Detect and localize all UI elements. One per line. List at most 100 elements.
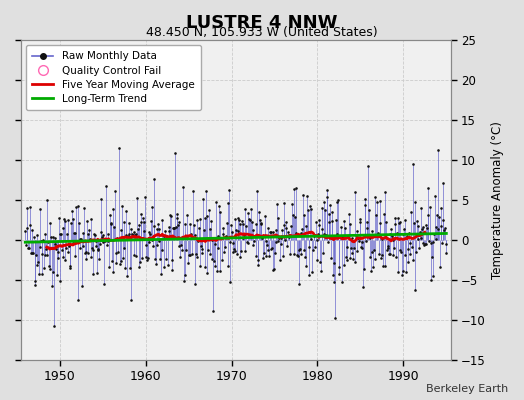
Point — [122, 208, 130, 214]
Point — [361, 202, 369, 208]
Point — [256, 220, 265, 227]
Point — [337, 234, 346, 240]
Point — [294, 247, 303, 254]
Point — [134, 226, 142, 233]
Point — [231, 248, 239, 254]
Point — [115, 236, 124, 242]
Point — [45, 262, 53, 269]
Point — [111, 188, 119, 195]
Point — [429, 273, 437, 279]
Point — [211, 241, 219, 247]
Point — [223, 200, 232, 206]
Point — [309, 247, 317, 253]
Point — [359, 284, 367, 290]
Point — [302, 263, 311, 270]
Point — [98, 234, 106, 240]
Point — [213, 245, 222, 252]
Point — [417, 205, 425, 211]
Point — [344, 234, 352, 240]
Point — [261, 238, 270, 244]
Point — [279, 252, 287, 259]
Point — [380, 211, 388, 218]
Point — [66, 265, 74, 272]
Point — [243, 239, 251, 246]
Point — [266, 229, 275, 235]
Point — [103, 242, 111, 248]
Point — [124, 231, 133, 238]
Point — [411, 286, 420, 293]
Point — [71, 253, 79, 259]
Point — [55, 215, 63, 221]
Point — [321, 207, 329, 213]
Point — [238, 221, 247, 228]
Point — [441, 241, 450, 247]
Point — [378, 236, 386, 242]
Point — [62, 245, 70, 252]
Point — [334, 264, 343, 270]
Point — [38, 251, 47, 258]
Point — [137, 211, 146, 217]
Point — [46, 266, 54, 272]
Point — [84, 250, 93, 256]
Point — [47, 234, 55, 240]
Point — [126, 297, 135, 303]
Point — [347, 250, 356, 257]
Point — [113, 235, 121, 242]
Point — [303, 192, 311, 199]
Point — [228, 249, 237, 255]
Point — [165, 228, 173, 235]
Point — [112, 250, 121, 256]
Point — [178, 247, 186, 253]
Point — [117, 258, 126, 264]
Point — [264, 225, 272, 231]
Point — [226, 238, 235, 245]
Point — [340, 218, 348, 224]
Point — [198, 246, 206, 253]
Point — [322, 232, 330, 238]
Point — [413, 218, 421, 225]
Point — [366, 254, 375, 260]
Point — [392, 229, 401, 236]
Point — [209, 308, 217, 314]
Point — [26, 222, 35, 228]
Point — [263, 242, 271, 248]
Point — [415, 245, 423, 251]
Point — [297, 230, 305, 236]
Point — [262, 253, 270, 259]
Point — [180, 220, 189, 227]
Point — [320, 230, 329, 237]
Point — [203, 212, 211, 219]
Point — [214, 232, 222, 239]
Point — [59, 225, 68, 231]
Point — [202, 188, 210, 194]
Point — [357, 245, 366, 252]
Point — [278, 227, 286, 233]
Point — [439, 216, 447, 223]
Point — [81, 256, 90, 262]
Point — [171, 150, 179, 156]
Point — [102, 182, 111, 189]
Point — [421, 222, 430, 228]
Point — [170, 225, 179, 231]
Point — [288, 201, 296, 208]
Point — [400, 252, 409, 258]
Point — [375, 198, 384, 204]
Point — [63, 216, 72, 223]
Point — [174, 243, 183, 250]
Point — [291, 230, 300, 236]
Point — [79, 230, 88, 236]
Point — [186, 252, 194, 258]
Point — [279, 222, 288, 229]
Point — [156, 256, 165, 262]
Point — [316, 258, 324, 265]
Point — [36, 244, 45, 250]
Point — [33, 232, 41, 238]
Point — [297, 250, 305, 257]
Point — [50, 323, 58, 330]
Point — [403, 233, 411, 239]
Legend: Raw Monthly Data, Quality Control Fail, Five Year Moving Average, Long-Term Tren: Raw Monthly Data, Quality Control Fail, … — [26, 45, 201, 110]
Point — [66, 263, 74, 270]
Point — [338, 279, 346, 286]
Point — [384, 243, 392, 249]
Point — [343, 244, 351, 250]
